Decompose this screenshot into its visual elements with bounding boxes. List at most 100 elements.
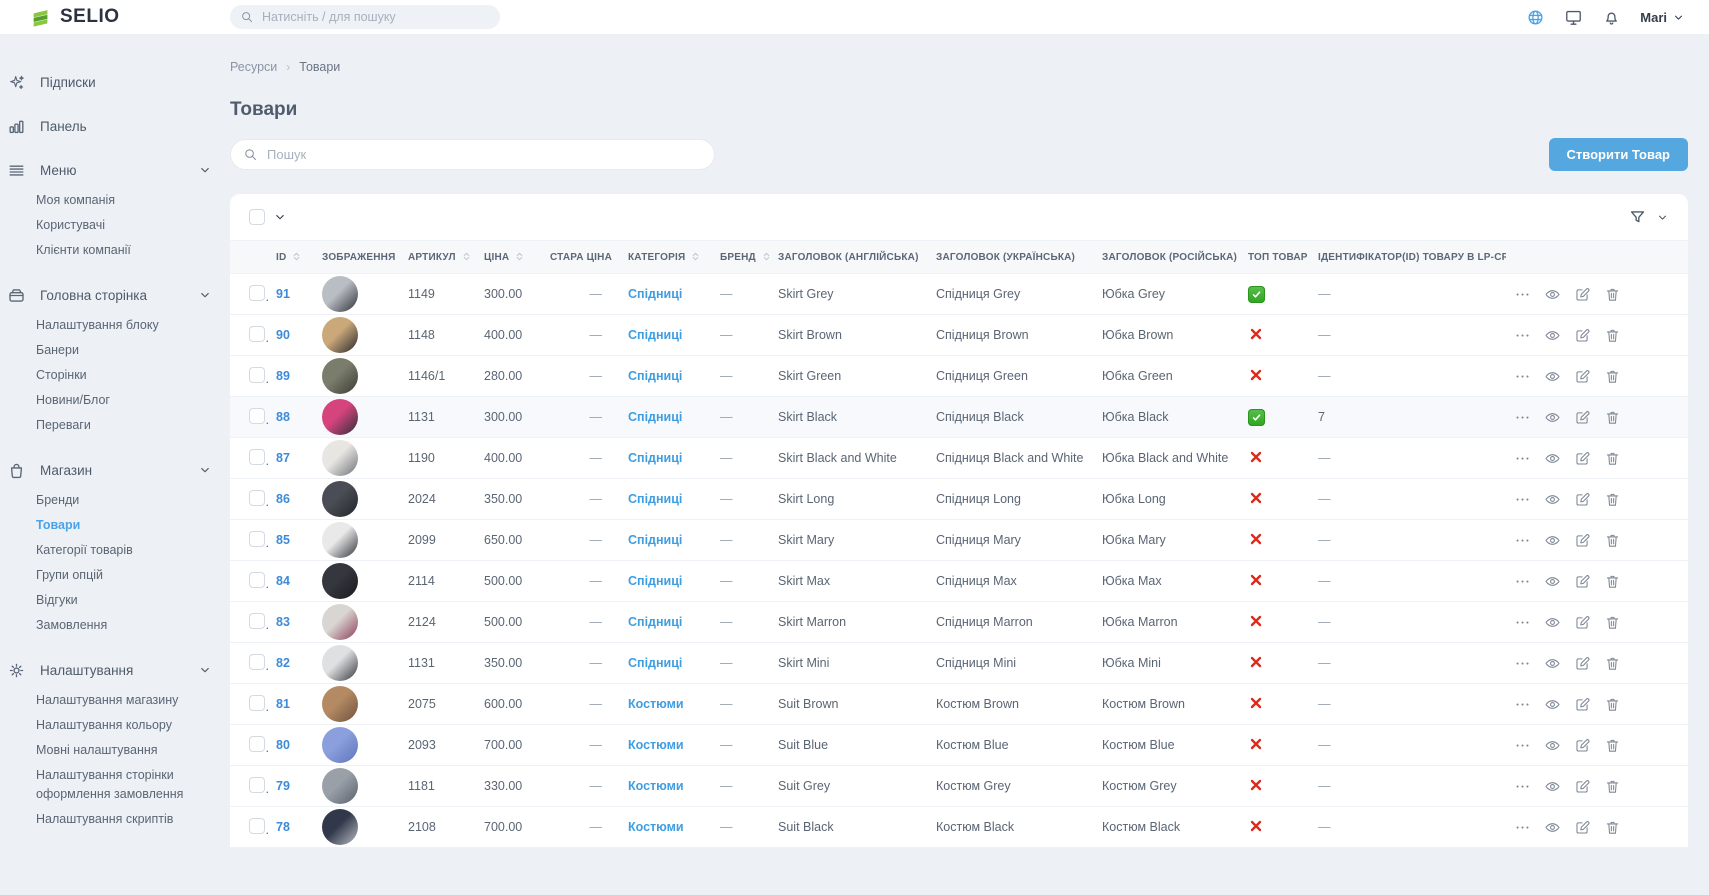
row-checkbox[interactable] — [249, 735, 265, 752]
sort-icon[interactable] — [461, 251, 472, 262]
row-checkbox[interactable] — [249, 325, 265, 342]
more-actions-button[interactable] — [1514, 573, 1531, 590]
category-link[interactable]: Костюми — [628, 697, 684, 711]
sidebar-item-orders[interactable]: Замовлення — [36, 618, 108, 632]
sidebar-item-news-blog[interactable]: Новини/Блог — [36, 393, 110, 407]
product-image[interactable] — [322, 809, 358, 845]
sidebar-item-advantages[interactable]: Переваги — [36, 418, 91, 432]
product-image[interactable] — [322, 481, 358, 517]
product-image[interactable] — [322, 768, 358, 804]
delete-button[interactable] — [1604, 737, 1621, 754]
product-id-link[interactable]: 81 — [276, 697, 290, 711]
sidebar-item-users[interactable]: Користувачі — [36, 218, 106, 232]
more-actions-button[interactable] — [1514, 614, 1531, 631]
category-link[interactable]: Костюми — [628, 779, 684, 793]
row-checkbox[interactable] — [249, 530, 265, 547]
sidebar-item-shop-settings[interactable]: Налаштування магазину — [36, 693, 179, 707]
edit-button[interactable] — [1574, 532, 1591, 549]
more-actions-button[interactable] — [1514, 737, 1531, 754]
globe-icon[interactable] — [1526, 8, 1545, 27]
bell-icon[interactable] — [1602, 8, 1621, 27]
user-menu[interactable]: Mari — [1640, 10, 1685, 25]
delete-button[interactable] — [1604, 368, 1621, 385]
sidebar-item-color-settings[interactable]: Налаштування кольору — [36, 718, 172, 732]
delete-button[interactable] — [1604, 778, 1621, 795]
more-actions-button[interactable] — [1514, 532, 1531, 549]
product-image[interactable] — [322, 276, 358, 312]
sidebar-item-block-settings[interactable]: Налаштування блоку — [36, 318, 159, 332]
delete-button[interactable] — [1604, 450, 1621, 467]
sidebar-item-option-groups[interactable]: Групи опцій — [36, 568, 103, 582]
edit-button[interactable] — [1574, 327, 1591, 344]
edit-button[interactable] — [1574, 778, 1591, 795]
delete-button[interactable] — [1604, 491, 1621, 508]
delete-button[interactable] — [1604, 409, 1621, 426]
column-header-article[interactable]: АРТИКУЛ — [400, 240, 476, 274]
sidebar-item-product-categories[interactable]: Категорії товарів — [36, 543, 133, 557]
edit-button[interactable] — [1574, 614, 1591, 631]
sidebar-item-subscriptions[interactable]: Підписки — [7, 70, 218, 94]
product-id-link[interactable]: 80 — [276, 738, 290, 752]
row-checkbox[interactable] — [249, 489, 265, 506]
view-button[interactable] — [1544, 737, 1561, 754]
edit-button[interactable] — [1574, 737, 1591, 754]
product-id-link[interactable]: 91 — [276, 287, 290, 301]
more-actions-button[interactable] — [1514, 778, 1531, 795]
sort-icon[interactable] — [291, 251, 302, 262]
sidebar-item-brands[interactable]: Бренди — [36, 493, 80, 507]
category-link[interactable]: Костюми — [628, 738, 684, 752]
product-id-link[interactable]: 88 — [276, 410, 290, 424]
view-button[interactable] — [1544, 573, 1561, 590]
product-id-link[interactable]: 85 — [276, 533, 290, 547]
more-actions-button[interactable] — [1514, 327, 1531, 344]
product-id-link[interactable]: 84 — [276, 574, 290, 588]
delete-button[interactable] — [1604, 327, 1621, 344]
global-search-input[interactable] — [262, 10, 490, 24]
product-image[interactable] — [322, 563, 358, 599]
sort-icon[interactable] — [514, 251, 525, 262]
product-image[interactable] — [322, 604, 358, 640]
sidebar-item-company-clients[interactable]: Клієнти компанії — [36, 243, 131, 257]
sidebar-item-dashboard[interactable]: Панель — [7, 114, 218, 138]
more-actions-button[interactable] — [1514, 655, 1531, 672]
category-link[interactable]: Спідниці — [628, 451, 683, 465]
category-link[interactable]: Спідниці — [628, 656, 683, 670]
edit-button[interactable] — [1574, 368, 1591, 385]
category-link[interactable]: Спідниці — [628, 615, 683, 629]
view-button[interactable] — [1544, 409, 1561, 426]
sort-icon[interactable] — [761, 251, 770, 262]
row-checkbox[interactable] — [249, 612, 265, 629]
category-link[interactable]: Спідниці — [628, 533, 683, 547]
product-id-link[interactable]: 90 — [276, 328, 290, 342]
monitor-icon[interactable] — [1564, 8, 1583, 27]
sidebar-item-menu[interactable]: Меню — [7, 158, 218, 182]
more-actions-button[interactable] — [1514, 696, 1531, 713]
delete-button[interactable] — [1604, 614, 1621, 631]
view-button[interactable] — [1544, 614, 1561, 631]
delete-button[interactable] — [1604, 696, 1621, 713]
product-id-link[interactable]: 83 — [276, 615, 290, 629]
more-actions-button[interactable] — [1514, 286, 1531, 303]
category-link[interactable]: Спідниці — [628, 328, 683, 342]
sidebar-item-checkout-page-settings[interactable]: Налаштування сторінки оформлення замовле… — [36, 768, 184, 801]
more-actions-button[interactable] — [1514, 450, 1531, 467]
product-image[interactable] — [322, 522, 358, 558]
product-image[interactable] — [322, 727, 358, 763]
sidebar-item-shop[interactable]: Магазин — [7, 458, 218, 482]
category-link[interactable]: Спідниці — [628, 492, 683, 506]
category-link[interactable]: Спідниці — [628, 287, 683, 301]
create-product-button[interactable]: Створити Товар — [1548, 138, 1688, 171]
product-image[interactable] — [322, 358, 358, 394]
edit-button[interactable] — [1574, 450, 1591, 467]
sidebar-item-language-settings[interactable]: Мовні налаштування — [36, 743, 158, 757]
product-id-link[interactable]: 82 — [276, 656, 290, 670]
product-image[interactable] — [322, 399, 358, 435]
sidebar-item-reviews[interactable]: Відгуки — [36, 593, 78, 607]
edit-button[interactable] — [1574, 491, 1591, 508]
products-search-input[interactable] — [267, 147, 702, 162]
edit-button[interactable] — [1574, 409, 1591, 426]
sidebar-item-products[interactable]: Товари — [36, 518, 81, 532]
product-image[interactable] — [322, 645, 358, 681]
sidebar-item-home-page[interactable]: Головна сторінка — [7, 283, 218, 307]
breadcrumb-resources[interactable]: Ресурси — [230, 60, 278, 74]
